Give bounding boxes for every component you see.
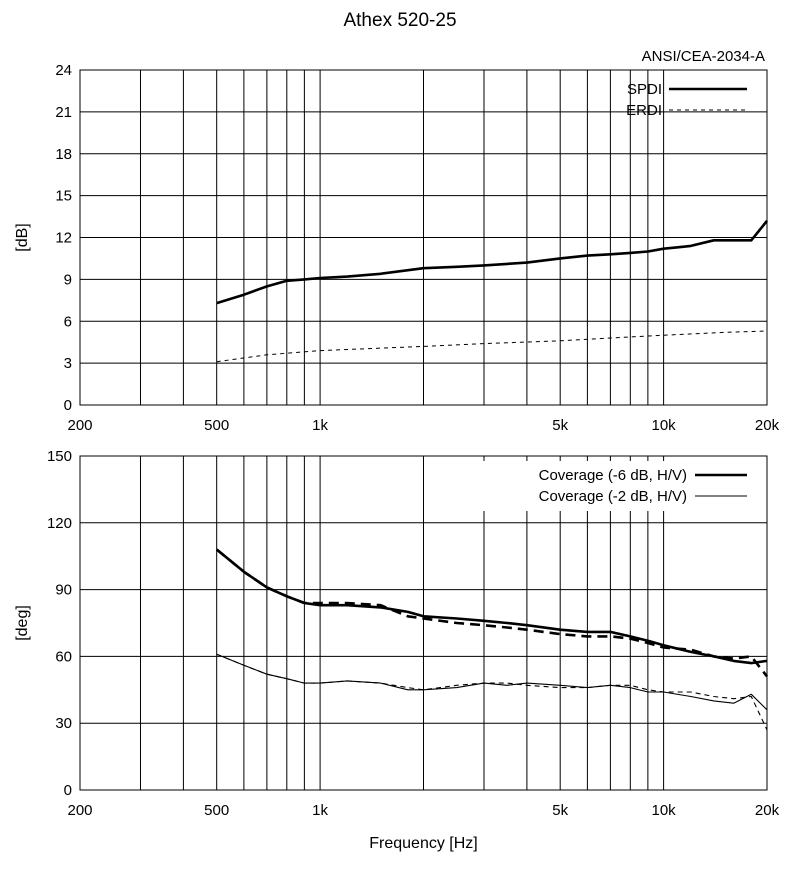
directivity-y-tick-labels: 0 3 6 9 12 15 18 21 24 [55, 62, 72, 414]
coverage-grid [80, 456, 767, 790]
y-tick-label: 0 [64, 397, 72, 414]
y-tick-label: 15 [55, 188, 72, 205]
directivity-y-axis-label: [dB] [14, 223, 31, 251]
x-tick-label: 500 [204, 802, 229, 819]
series-line-coverage-2-db-v [216, 653, 768, 731]
directivity-grid [80, 70, 767, 405]
coverage-panel: 0 30 60 90 120 150 200 500 1k 5k 10k 20k [deg] Fre… [14, 448, 780, 852]
y-tick-label: 18 [55, 146, 72, 163]
legend-label: Coverage (-6 dB, H/V) [539, 467, 687, 484]
y-tick-label: 24 [55, 62, 72, 79]
legend-label: Coverage (-2 dB, H/V) [539, 488, 687, 505]
legend-label: SPDI [627, 81, 662, 98]
coverage-x-tick-labels: 200 500 1k 5k 10k 20k [67, 802, 779, 819]
coverage-series [215, 548, 769, 731]
y-tick-label: 3 [64, 355, 72, 372]
legend-background [482, 461, 764, 511]
y-tick-label: 60 [55, 648, 72, 665]
x-tick-label: 20k [755, 417, 780, 434]
x-axis-label: Frequency [Hz] [369, 835, 477, 852]
series-line-coverage-2-db-h [216, 653, 768, 711]
y-tick-label: 6 [64, 313, 72, 330]
chart-title: Athex 520-25 [343, 10, 456, 31]
x-tick-label: 200 [67, 417, 92, 434]
x-tick-label: 5k [552, 802, 568, 819]
directivity-panel: 0 3 6 9 12 15 18 21 24 200 500 1k 5k 10k 20k [dB] ANS… [14, 48, 780, 434]
coverage-legend: Coverage (-6 dB, H/V) Coverage (-2 dB, H/… [482, 461, 764, 511]
y-tick-label: 30 [55, 715, 72, 732]
y-tick-label: 90 [55, 582, 72, 599]
y-tick-label: 0 [64, 782, 72, 799]
coverage-y-axis-label: [deg] [14, 605, 31, 641]
directivity-series [216, 219, 769, 363]
x-tick-label: 1k [312, 802, 328, 819]
series-line-spdi [216, 219, 769, 305]
series-line-coverage-6-db-v [215, 548, 769, 678]
standard-label: ANSI/CEA-2034-A [642, 48, 765, 65]
directivity-legend: SPDI ERDI [626, 81, 747, 119]
x-tick-label: 5k [552, 417, 568, 434]
series-line-coverage-6-db-h [215, 548, 768, 665]
x-tick-label: 20k [755, 802, 780, 819]
coverage-y-tick-labels: 0 30 60 90 120 150 [47, 448, 72, 799]
y-tick-label: 21 [55, 104, 72, 121]
series-line-erdi [216, 330, 768, 363]
y-tick-label: 9 [64, 271, 72, 288]
x-tick-label: 200 [67, 802, 92, 819]
x-tick-label: 500 [204, 417, 229, 434]
y-tick-label: 12 [55, 230, 72, 247]
y-tick-label: 150 [47, 448, 72, 465]
legend-label: ERDI [626, 102, 662, 119]
x-tick-label: 1k [312, 417, 328, 434]
x-tick-label: 10k [652, 802, 677, 819]
directivity-x-tick-labels: 200 500 1k 5k 10k 20k [67, 417, 779, 434]
x-tick-label: 10k [652, 417, 677, 434]
y-tick-label: 120 [47, 515, 72, 532]
